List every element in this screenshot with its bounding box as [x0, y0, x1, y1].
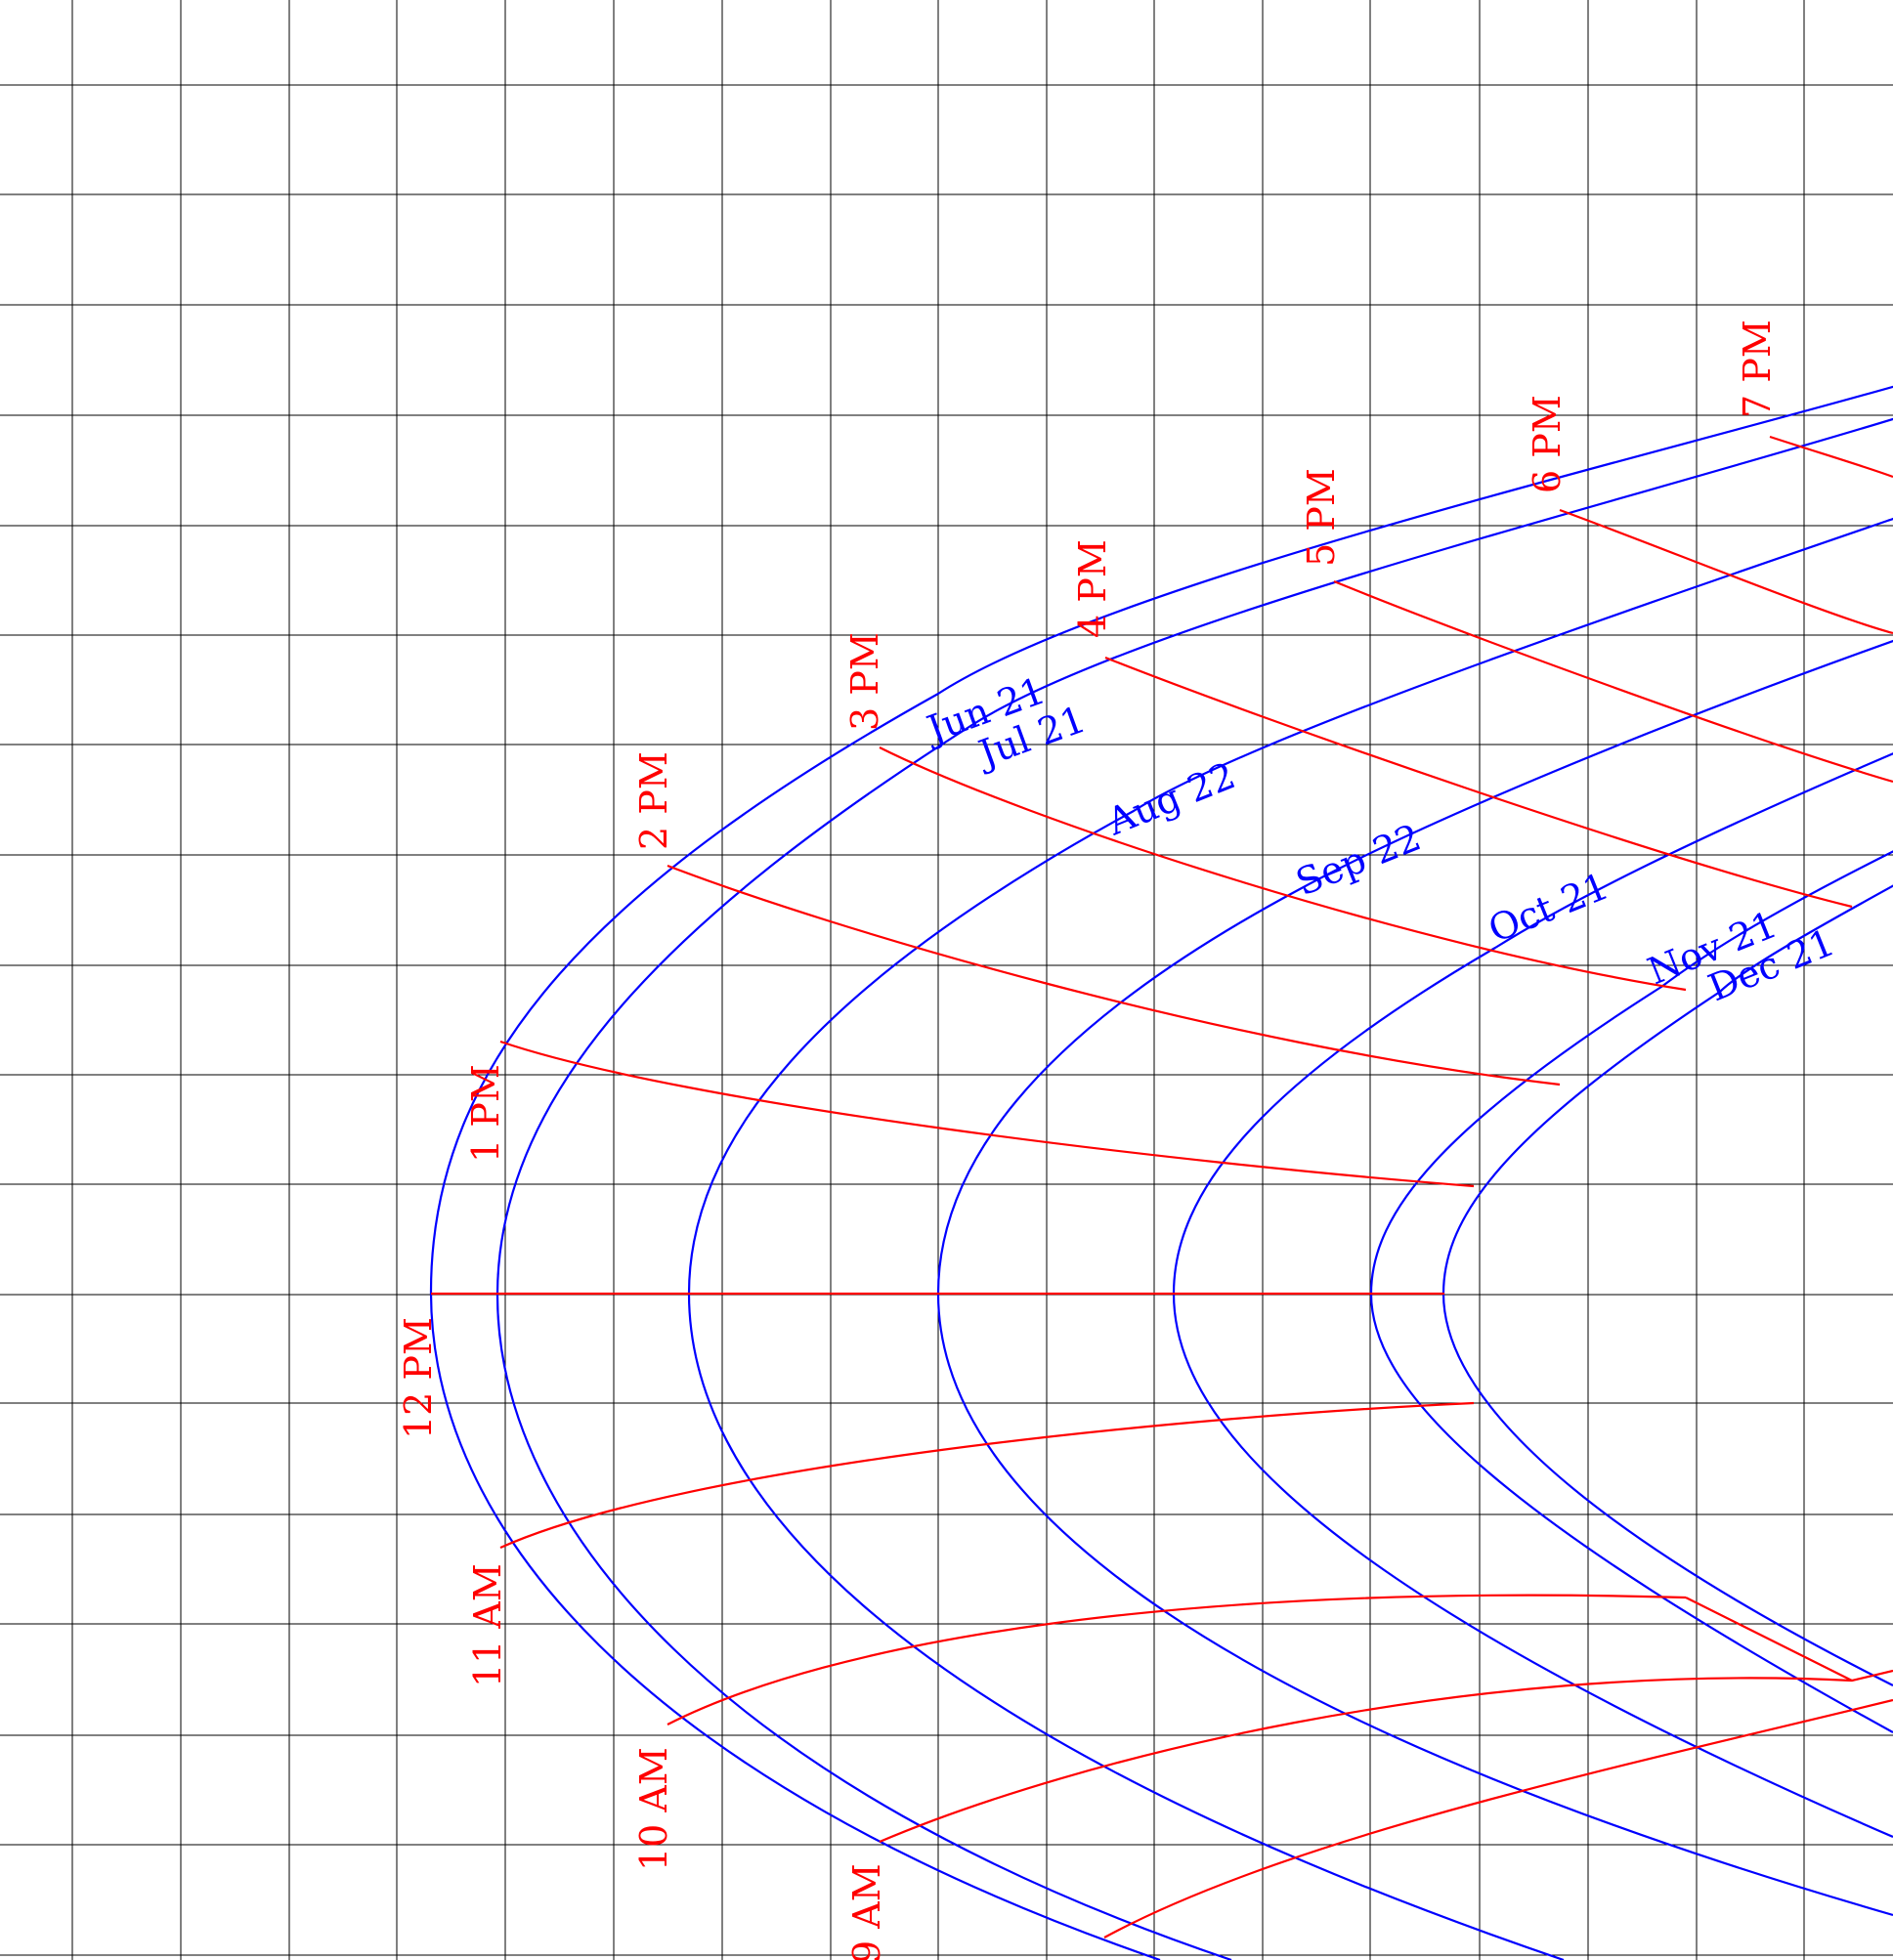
hour-label-9-am: 9 AM [845, 1863, 888, 1960]
hour-label-5-pm: 5 PM [1300, 468, 1343, 567]
hour-curves [431, 435, 1893, 1939]
hour-label-11-am: 11 AM [466, 1563, 509, 1687]
hour-curve-9-am [1103, 1698, 1893, 1939]
hour-curve-11-am [667, 1594, 1687, 1726]
hour-label-10-am: 10 AM [632, 1747, 675, 1871]
hour-label-4-pm: 4 PM [1071, 539, 1114, 638]
hour-curve-2-pm [667, 864, 1561, 1087]
date-curve-jun-21 [429, 385, 1893, 1960]
hour-label-6-pm: 6 PM [1526, 395, 1569, 493]
date-label-aug-22: Aug 22 [1100, 753, 1241, 843]
hour-curve-10-am [879, 1669, 1893, 1844]
hour-curve-1-pm [499, 1040, 1475, 1188]
hour-label-3-pm: 3 PM [843, 632, 886, 731]
date-curve-jul-21 [495, 417, 1893, 1960]
date-curve-sep-22 [936, 639, 1893, 1917]
date-curves [429, 385, 1893, 1960]
hour-curve-4-pm [1104, 656, 1853, 909]
hour-curve-6-pm [1559, 508, 1893, 635]
hour-curve-3-pm [879, 746, 1687, 992]
date-curve-nov-21 [1369, 850, 1893, 1733]
date-label-sep-22: Sep 22 [1290, 816, 1427, 905]
hour-label-2-pm: 2 PM [632, 751, 675, 850]
date-curve-aug-22 [687, 517, 1893, 1960]
hour-label-1-pm: 1 PM [464, 1064, 507, 1163]
date-label-oct-21: Oct 21 [1483, 865, 1614, 952]
hour-label-12-pm: 12 PM [397, 1317, 440, 1439]
hour-curve-7-pm [1769, 435, 1893, 479]
hour-curve-11-am-ext [1685, 1597, 1853, 1682]
hour-curve-5-pm [1333, 579, 1893, 784]
date-curve-oct-21 [1172, 752, 1893, 1839]
hour-label-7-pm: 7 PM [1736, 320, 1779, 418]
hour-curve-12-pm-am [499, 1401, 1475, 1550]
date-curve-dec-21 [1441, 884, 1893, 1686]
